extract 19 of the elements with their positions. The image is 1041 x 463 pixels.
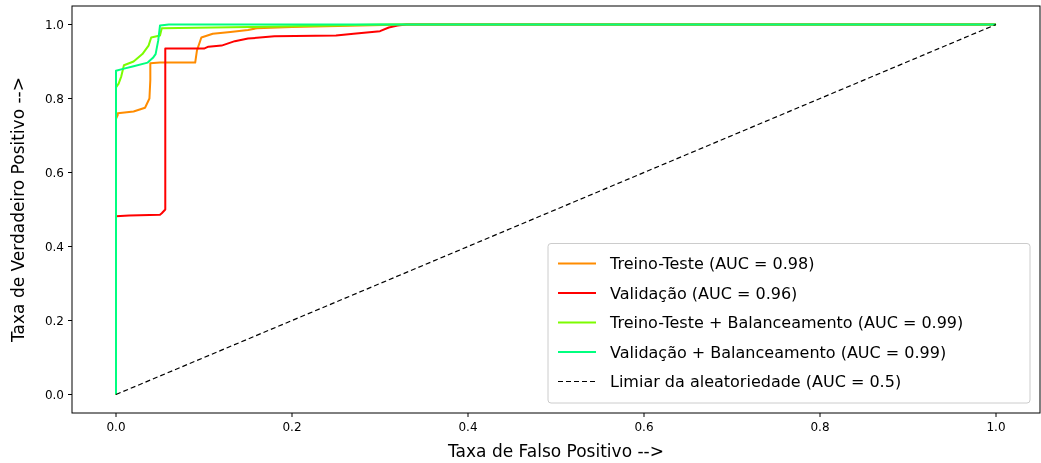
- x-tick-label: 0.0: [106, 420, 126, 434]
- legend-label: Limiar da aleatoriedade (AUC = 0.5): [610, 372, 902, 392]
- x-tick-label: 0.2: [282, 420, 302, 434]
- y-tick-label: 0.6: [44, 165, 64, 180]
- y-tick-label: 1.0: [44, 17, 64, 32]
- x-tick-label: 0.6: [634, 420, 654, 434]
- legend-label: Treino-Teste (AUC = 0.98): [609, 254, 815, 274]
- x-tick-label: 0.4: [458, 420, 478, 434]
- y-tick-label: 0.8: [44, 91, 64, 106]
- legend-label: Validação (AUC = 0.96): [610, 283, 798, 303]
- x-axis-title: Taxa de Falso Positivo -->: [447, 441, 664, 461]
- legend-label: Treino-Teste + Balanceamento (AUC = 0.99): [609, 313, 964, 333]
- x-tick-label: 0.8: [810, 420, 830, 434]
- y-tick-label: 0.4: [44, 239, 64, 254]
- y-tick-label: 0.0: [44, 387, 64, 402]
- x-tick-label: 1.0: [986, 420, 1006, 434]
- y-axis-title: Taxa de Verdadeiro Positivo -->: [8, 77, 28, 343]
- legend-label: Validação + Balanceamento (AUC = 0.99): [610, 342, 947, 362]
- y-tick-label: 0.2: [44, 313, 64, 328]
